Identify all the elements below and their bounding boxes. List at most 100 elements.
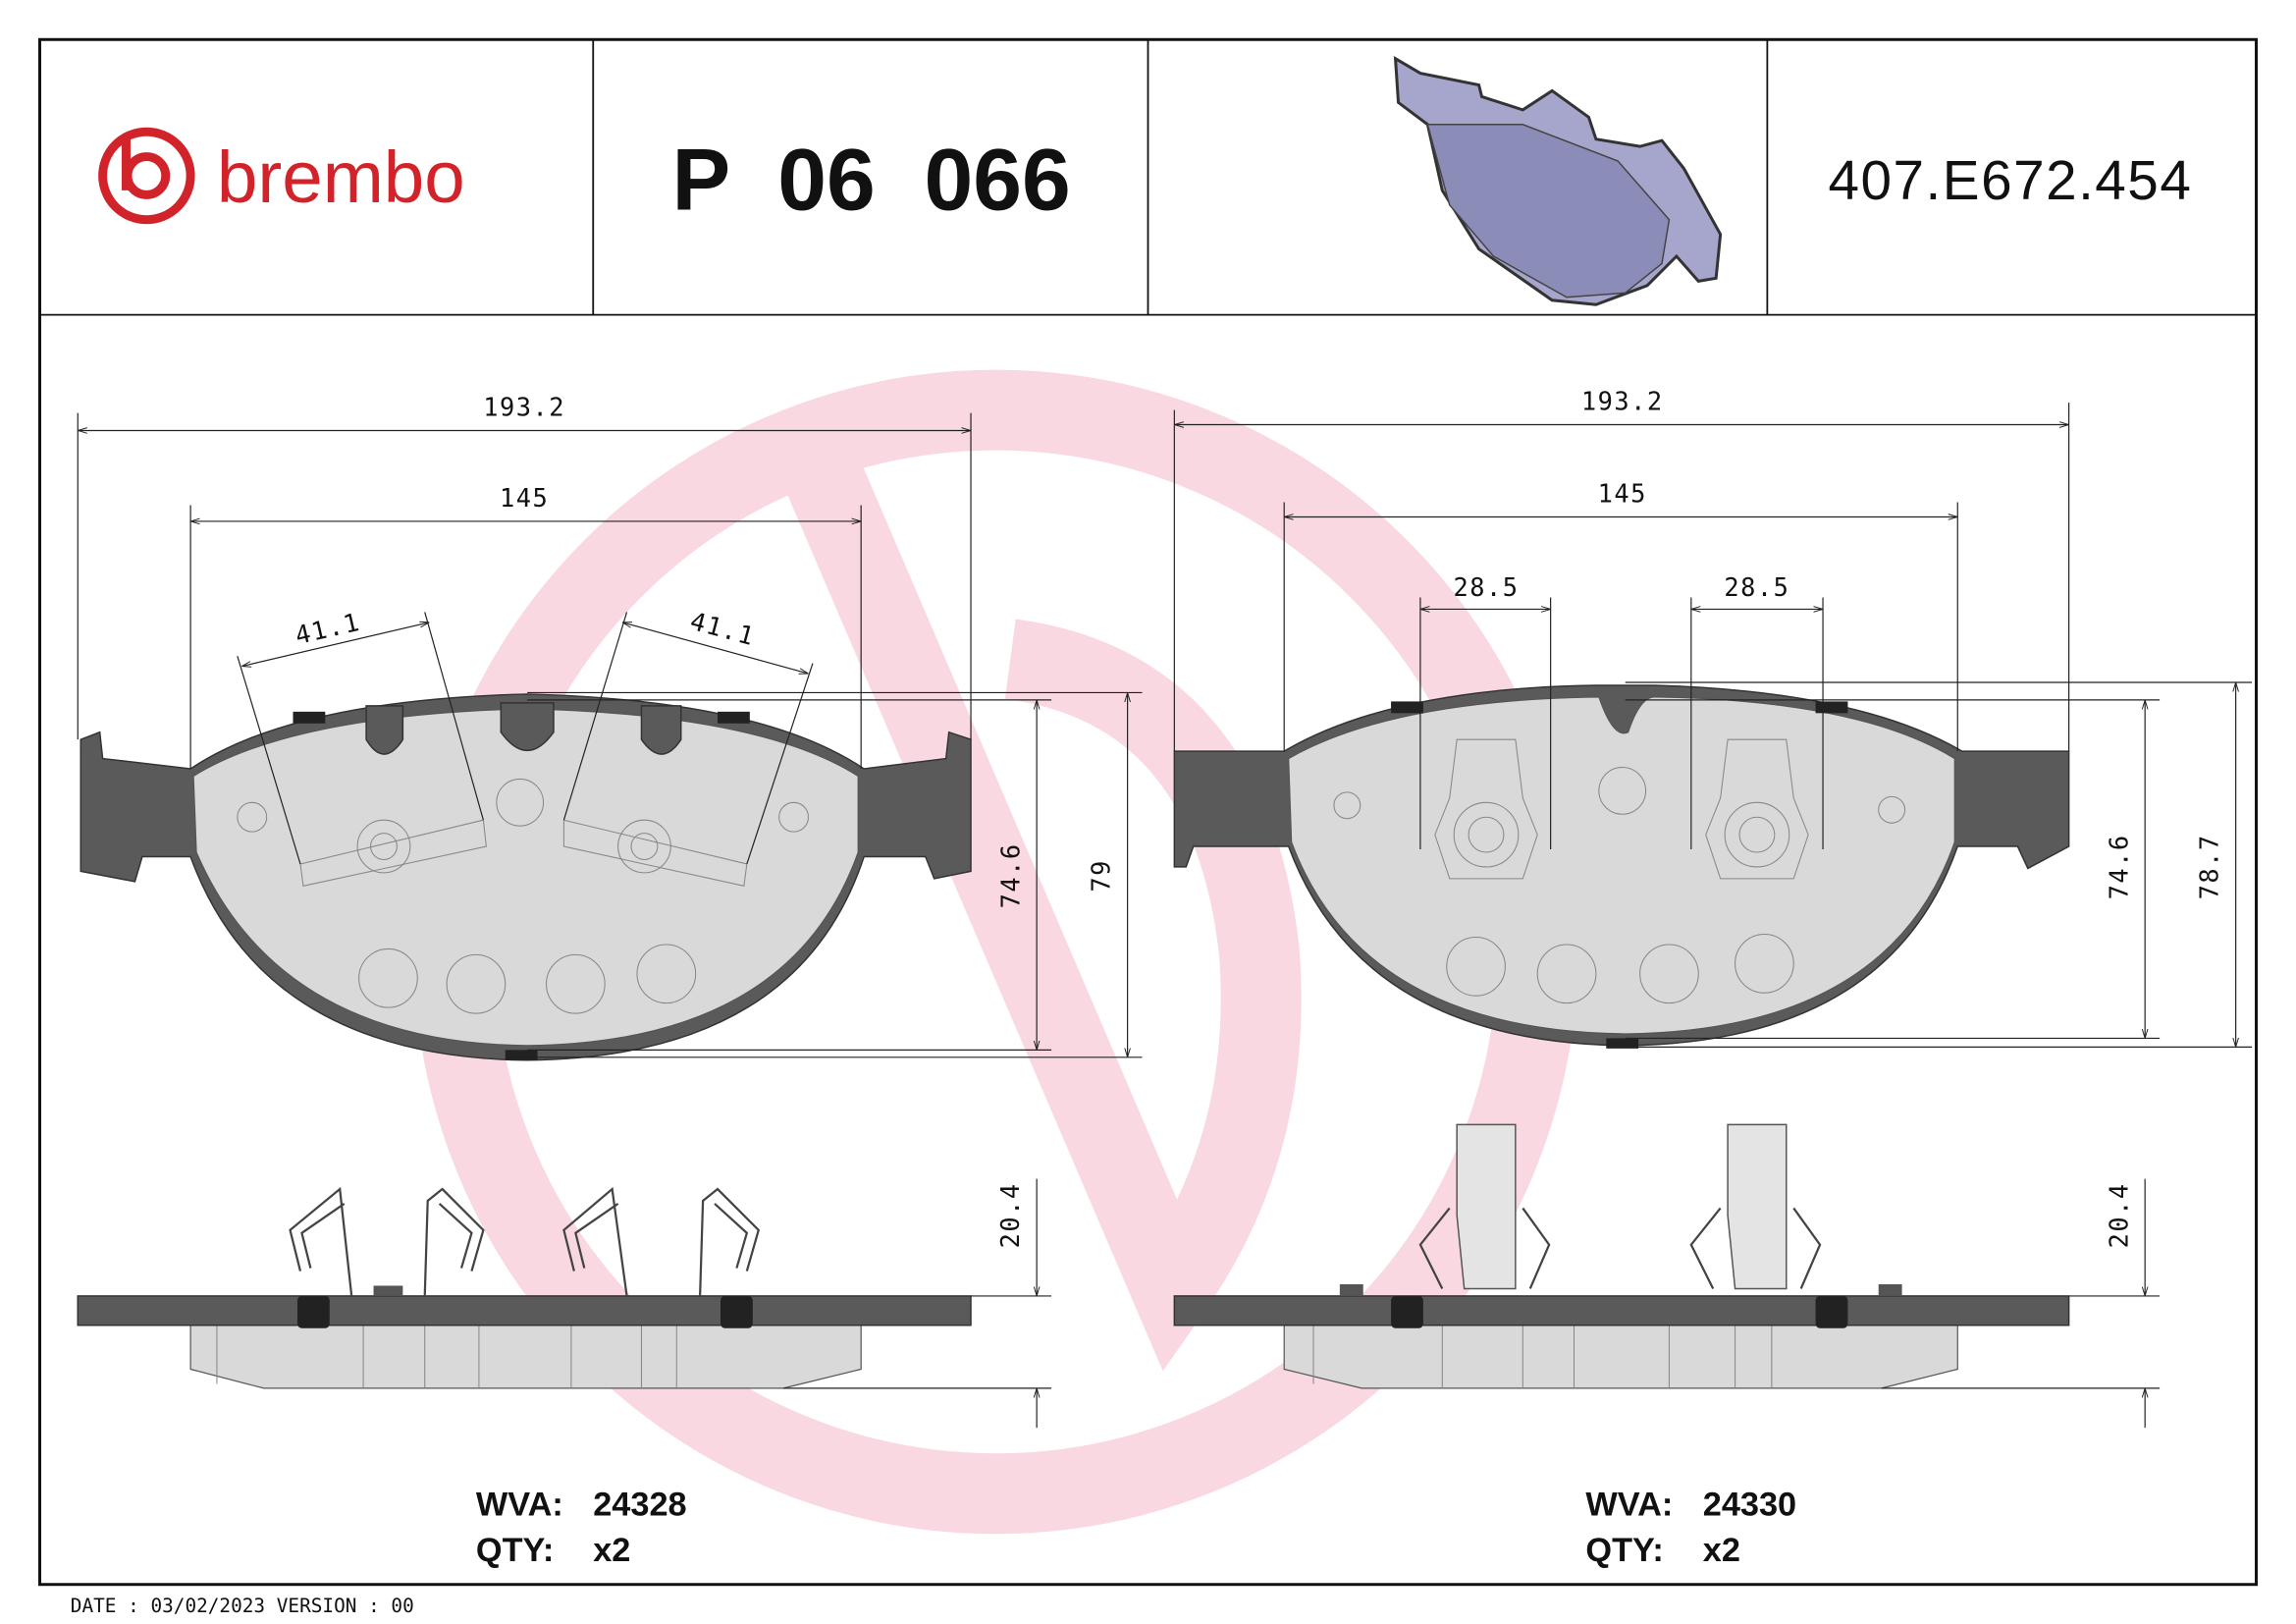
qty-label: QTY:	[476, 1532, 554, 1569]
left-pad-front-g-circle	[496, 778, 545, 827]
dimension: 28.5	[1454, 572, 1520, 602]
left-dimensions-line	[622, 623, 808, 674]
right-thickness: 20.4	[1881, 1178, 2161, 1429]
dimension: 41.1	[293, 607, 363, 650]
right-pad-front-g	[1333, 738, 1906, 1004]
watermark-path	[782, 453, 1302, 1372]
left-pad-front-g	[237, 778, 810, 1014]
left-pad-side-g-path	[562, 1186, 628, 1297]
right-pad-side-g-path	[1689, 1207, 1822, 1289]
left-thickness: 20.4	[783, 1178, 1052, 1429]
left-pad-front-g-circle	[545, 953, 606, 1014]
left-pad-front-g-circle	[778, 801, 810, 833]
wva-label: WVA:	[1585, 1487, 1673, 1524]
right-pad-side-rect	[1173, 1295, 2070, 1326]
frame	[37, 37, 2259, 1587]
dimension: 79	[1087, 859, 1116, 893]
right-pad-side-g-path	[1456, 1123, 1517, 1290]
left-pad-front-g-circle	[356, 819, 411, 874]
right-pad-front-g-circle	[1333, 791, 1362, 820]
right-pad-front-g-circle	[1639, 944, 1699, 1004]
right-pad-front-g-circle	[1735, 934, 1794, 994]
right-pad-front-g-circle	[1453, 801, 1520, 868]
left-pad-front-g-circle	[446, 953, 507, 1014]
left-pad-side-g	[289, 1186, 761, 1297]
pad-thumbnail-path	[1426, 124, 1671, 298]
logo-circle	[123, 152, 171, 199]
left-info: WVA: 24328 QTY: x2	[476, 1487, 687, 1569]
left-pad-side-g-path	[289, 1186, 353, 1297]
left-pad-side-g-path	[699, 1187, 761, 1296]
right-pad-front-g-circle	[1468, 816, 1505, 853]
left-dimensions-line	[562, 612, 628, 821]
left-pad-front-g-circle	[370, 833, 398, 860]
left-pad-front-g-circle	[358, 947, 418, 1008]
right-pad-side-g	[1418, 1207, 1822, 1289]
left-pad-front-g-path	[299, 819, 748, 887]
dimension: 145	[500, 483, 549, 513]
dimension: 145	[1598, 479, 1647, 509]
wva-value: 24330	[1703, 1487, 1796, 1524]
left-dimensions-line	[241, 623, 429, 667]
part-number: P 06 066	[671, 130, 1070, 228]
left-dimensions-line	[746, 663, 814, 865]
right-pad-front	[1173, 684, 2070, 1049]
left-pad-front-rect	[718, 711, 750, 724]
right-pad-side-rect	[1878, 1283, 1902, 1296]
dimension: 28.5	[1724, 572, 1789, 602]
logo: brembo	[98, 127, 465, 225]
left-pad-side-path	[189, 1325, 862, 1389]
reference-code: 407.E672.454	[1829, 150, 2193, 212]
left-pad-front	[80, 693, 972, 1061]
right-pad-front-path	[1288, 696, 1955, 1035]
logo-circle	[98, 127, 195, 225]
right-pad-side-path	[1283, 1325, 1958, 1389]
dimension: 193.2	[1581, 387, 1664, 416]
right-pad-side-g-path	[1418, 1207, 1551, 1289]
left-pad-front-path	[365, 702, 682, 755]
right-pad-side-g	[1456, 1123, 1788, 1290]
left-dimensions: 193.2 145 41.1 41.1 74.6 79	[77, 393, 1143, 1058]
left-pad-front-g-circle	[636, 944, 697, 1004]
left-pad-side-rect	[373, 1285, 403, 1296]
qty-value: x2	[1703, 1532, 1740, 1569]
left-pad-front-g-circle	[630, 833, 659, 860]
right-pad-front-g-path	[1434, 738, 1809, 880]
left-dimensions-line	[237, 655, 301, 865]
right-pad-front-rect	[1606, 1038, 1639, 1049]
right-pad-side-g-path	[1727, 1123, 1788, 1290]
dimension: 74.6	[2104, 834, 2133, 899]
right-pad-side-rect	[1339, 1283, 1363, 1296]
left-pad-side-g	[216, 1325, 677, 1388]
right-pad-front-rect	[1815, 701, 1848, 714]
dimension: 20.4	[2104, 1182, 2133, 1248]
right-pad-front-g-circle	[1878, 795, 1906, 824]
wva-value: 24328	[593, 1487, 686, 1524]
left-pad-side-rect	[296, 1295, 330, 1328]
dimension: 41.1	[687, 606, 758, 651]
dimension: 74.6	[995, 842, 1025, 908]
left-pad-front-path	[192, 708, 859, 1047]
wva-label: WVA:	[476, 1487, 563, 1524]
footer: DATE : 03/02/2023 VERSION : 00	[71, 1595, 414, 1617]
right-pad-front-rect	[1391, 701, 1423, 714]
right-pad-front-g-circle	[1724, 801, 1790, 868]
right-pad-front-g-circle	[1536, 944, 1597, 1004]
logo-text: brembo	[217, 135, 465, 218]
right-pad-front-g-circle	[1598, 766, 1647, 815]
left-pad-front-g-circle	[237, 801, 268, 833]
dimension: 20.4	[995, 1182, 1025, 1248]
left-pad-front-g-circle	[617, 819, 671, 874]
right-pad-side-rect	[1815, 1295, 1848, 1328]
left-pad-front-rect	[293, 711, 326, 724]
left-pad-side-rect	[77, 1295, 972, 1326]
right-info: WVA: 24330 QTY: x2	[1585, 1487, 1796, 1569]
qty-label: QTY:	[1585, 1532, 1663, 1569]
pad-thumbnail	[1393, 55, 1723, 306]
right-pad-side-g	[1312, 1325, 1773, 1388]
dimension: 78.7	[2195, 834, 2224, 899]
right-pad-front-g-circle	[1738, 816, 1776, 853]
left-pad-front-rect	[505, 1050, 538, 1060]
left-pad-side-g-path	[423, 1187, 485, 1296]
